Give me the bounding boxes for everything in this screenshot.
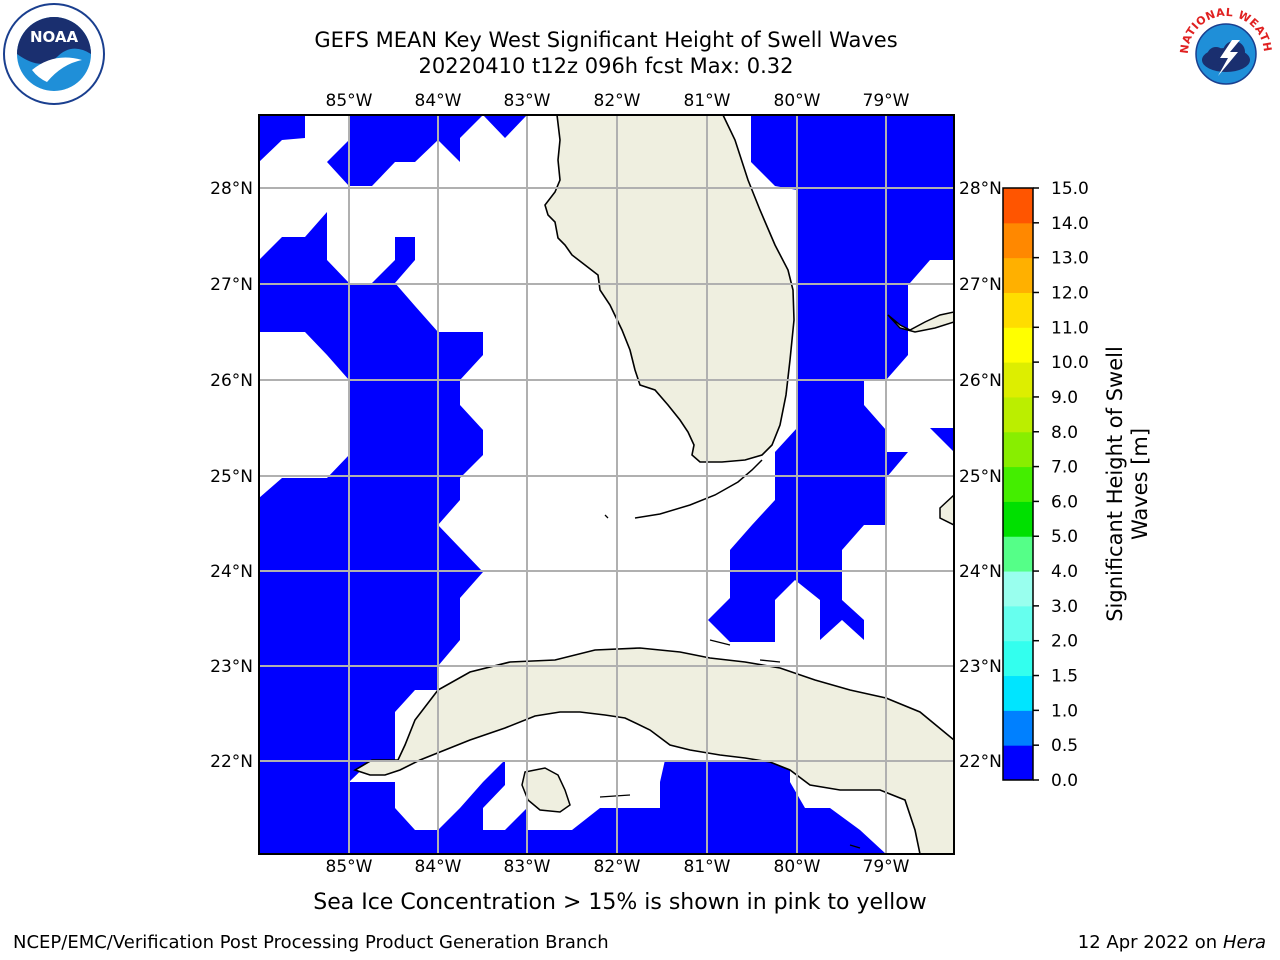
colorbar-tick-label: 11.0 <box>1051 318 1089 338</box>
lat-label-left: 25°N <box>210 467 253 487</box>
sea-ice-caption: Sea Ice Concentration > 15% is shown in … <box>0 890 1280 915</box>
colorbar-tick-label: 12.0 <box>1051 283 1089 303</box>
lat-label-right: 27°N <box>959 275 1002 295</box>
colorbar-tick-label: 7.0 <box>1051 458 1078 478</box>
lat-label-right: 23°N <box>959 657 1002 677</box>
lat-label-right: 25°N <box>959 467 1002 487</box>
lat-label-left: 22°N <box>210 752 253 772</box>
colorbar-tick-label: 3.0 <box>1051 597 1078 617</box>
lon-label-top: 79°W <box>863 91 910 111</box>
colorbar-tick-label: 5.0 <box>1051 527 1078 547</box>
bahamas-land <box>887 311 954 333</box>
colorbar-tick-label: 15.0 <box>1051 179 1089 199</box>
colorbar-tick-label: 0.0 <box>1051 771 1078 791</box>
lat-label-left: 26°N <box>210 371 253 391</box>
colorbar-segment <box>1003 710 1033 746</box>
colorbar-segment <box>1003 536 1033 572</box>
swell-low-region <box>259 115 954 854</box>
caption-text: Sea Ice Concentration > 15% is shown in … <box>313 890 927 915</box>
map-frame <box>258 114 955 855</box>
noaa-logo-text: NOAA <box>30 28 79 46</box>
lon-label-top: 84°W <box>415 91 462 111</box>
colorbar-segment <box>1003 466 1033 502</box>
colorbar-segment <box>1003 362 1033 398</box>
nws-logo-icon: NATIONAL WEATHER SERVICE <box>1174 2 1274 102</box>
florida-keys-coast <box>634 459 763 519</box>
lon-label-bottom: 84°W <box>415 857 462 877</box>
colorbar-segment <box>1003 501 1033 537</box>
lon-label-bottom: 85°W <box>326 857 373 877</box>
lat-label-left: 28°N <box>210 179 253 199</box>
lon-label-bottom: 81°W <box>684 857 731 877</box>
colorbar-segment <box>1003 188 1033 224</box>
colorbar-tick-label: 0.5 <box>1051 736 1078 756</box>
lon-label-top: 81°W <box>684 91 731 111</box>
lat-label-left: 27°N <box>210 275 253 295</box>
lat-label-left: 24°N <box>210 562 253 582</box>
colorbar-tick-label: 10.0 <box>1051 353 1089 373</box>
lon-label-top: 85°W <box>326 91 373 111</box>
footer-date: 12 Apr 2022 on Hera <box>1078 932 1266 953</box>
colorbar-segment <box>1003 675 1033 711</box>
colorbar-segment <box>1003 257 1033 293</box>
colorbar-tick-label: 1.0 <box>1051 701 1078 721</box>
colorbar-tick-label: 13.0 <box>1051 249 1089 269</box>
noaa-logo-icon: NOAA <box>3 3 105 105</box>
lon-label-bottom: 83°W <box>504 857 551 877</box>
colorbar-tick-label: 6.0 <box>1051 492 1078 512</box>
colorbar-segment <box>1003 571 1033 607</box>
colorbar-frame <box>1002 187 1034 781</box>
colorbar-segment <box>1003 605 1033 642</box>
colorbar-tick-label: 4.0 <box>1051 562 1078 582</box>
colorbar-segment <box>1003 431 1033 468</box>
map-gridlines <box>259 115 954 854</box>
lon-label-top: 83°W <box>504 91 551 111</box>
chart-subtitle: 20220410 t12z 096h fcst Max: 0.32 <box>418 54 794 78</box>
colorbar-tick-label: 2.0 <box>1051 632 1078 652</box>
colorbar-segment <box>1003 292 1033 328</box>
lon-label-bottom: 79°W <box>863 857 910 877</box>
colorbar-tick-label: 8.0 <box>1051 423 1078 443</box>
lat-label-right: 26°N <box>959 371 1002 391</box>
footer-date-text: 12 Apr 2022 on <box>1077 932 1223 953</box>
colorbar-tick-label: 14.0 <box>1051 214 1089 234</box>
footer-branch: NCEP/EMC/Verification Post Processing Pr… <box>13 932 609 953</box>
colorbar-segment <box>1003 640 1033 677</box>
colorbar: 0.0 0.5 1.0 1.5 2.0 3.0 4.0 5.0 6.0 7.0 8.0 9.0 10.0… <box>1002 179 1089 791</box>
colorbar-tick-label: 9.0 <box>1051 388 1078 408</box>
colorbar-segment <box>1003 396 1033 433</box>
coast-detail <box>599 514 861 849</box>
lat-label-right: 22°N <box>959 752 1002 772</box>
bahamas-land <box>939 493 954 526</box>
lat-label-left: 23°N <box>210 657 253 677</box>
colorbar-label-line1: Significant Height of Swell <box>1103 346 1127 622</box>
colorbar-segment <box>1003 327 1033 363</box>
lat-label-right: 28°N <box>959 179 1002 199</box>
lon-label-bottom: 80°W <box>774 857 821 877</box>
lon-label-bottom: 82°W <box>594 857 641 877</box>
lat-label-right: 24°N <box>959 562 1002 582</box>
colorbar-segment <box>1003 222 1033 259</box>
lon-label-top: 82°W <box>594 91 641 111</box>
colorbar-label-line2: Waves [m] <box>1128 427 1152 541</box>
colorbar-tick-label: 1.5 <box>1051 667 1078 687</box>
cuba-land <box>353 647 954 854</box>
footer-host: Hera <box>1222 932 1266 953</box>
colorbar-segment <box>1003 745 1033 781</box>
isla-juventud-land <box>521 767 571 813</box>
chart-title: GEFS MEAN Key West Significant Height of… <box>314 28 898 52</box>
lon-label-top: 80°W <box>774 91 821 111</box>
florida-land <box>544 115 795 463</box>
